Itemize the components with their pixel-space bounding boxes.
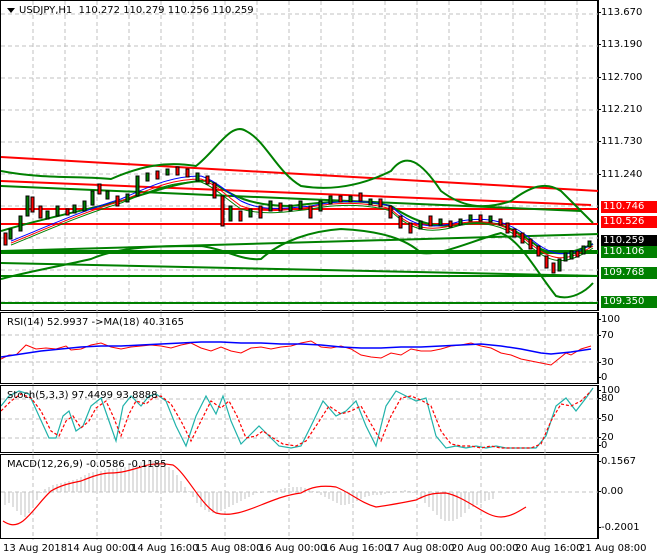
stoch-tick: 100 xyxy=(597,385,621,396)
rsi-legend: RSI(14) 52.9937 ->MA(18) 40.3165 xyxy=(7,317,184,328)
time-tick: 20 Aug 00:00 xyxy=(451,543,519,554)
rsi-tick: 70 xyxy=(598,330,614,341)
level-label-109768: 109.768 xyxy=(601,267,657,279)
stoch-tick: 80 xyxy=(598,393,614,404)
time-tick: 16 Aug 00:00 xyxy=(259,543,327,554)
price-tick: 113.190 xyxy=(597,39,643,50)
price-tick: 113.670 xyxy=(597,7,643,18)
rsi-tick: 0 xyxy=(597,372,608,383)
macd-canvas xyxy=(1,455,599,540)
candlesticks xyxy=(3,166,592,274)
chart-legend: USDJPY,H1 110.272 110.279 110.256 110.25… xyxy=(7,5,254,16)
time-tick: 14 Aug 16:00 xyxy=(131,543,199,554)
time-tick: 16 Aug 16:00 xyxy=(323,543,391,554)
time-tick: 17 Aug 08:00 xyxy=(387,543,455,554)
rsi-axis: 100 70 30 0 xyxy=(597,312,660,384)
stoch-pane[interactable]: Stoch(5,3,3) 97.4499 93.8888 xyxy=(0,385,599,454)
price-tick: 111.240 xyxy=(597,169,643,180)
price-tick: 112.700 xyxy=(597,72,643,83)
time-tick: 14 Aug 00:00 xyxy=(67,543,135,554)
time-tick: 20 Aug 16:00 xyxy=(515,543,583,554)
stoch-tick: 0 xyxy=(597,440,608,451)
level-label-110106: 110.106 xyxy=(601,246,657,258)
triangle-down-icon[interactable] xyxy=(7,7,15,13)
stoch-legend: Stoch(5,3,3) 97.4499 93.8888 xyxy=(7,390,158,401)
macd-axis: 0.1567 0.00 -0.2001 xyxy=(597,454,660,539)
macd-tick: -0.2001 xyxy=(598,522,640,533)
price-tick: 112.210 xyxy=(597,104,643,115)
time-tick: 21 Aug 08:00 xyxy=(579,543,647,554)
price-axis: 113.670 113.190 112.700 112.210 111.730 … xyxy=(597,0,660,311)
ohlc-values: 110.272 110.279 110.256 110.259 xyxy=(78,5,254,16)
macd-tick: 0.1567 xyxy=(598,456,636,467)
rsi-pane[interactable]: RSI(14) 52.9937 ->MA(18) 40.3165 xyxy=(0,312,599,385)
rsi-tick: 100 xyxy=(597,314,621,325)
macd-legend: MACD(12,26,9) -0.0586 -0.1185 xyxy=(7,459,167,470)
level-label-109350: 109.350 xyxy=(601,296,657,308)
time-axis: 13 Aug 2018 14 Aug 00:00 14 Aug 16:00 15… xyxy=(0,539,660,560)
time-tick: 15 Aug 08:00 xyxy=(195,543,263,554)
level-label-110526: 110.526 xyxy=(601,216,657,228)
macd-tick: 0.00 xyxy=(597,486,624,497)
price-chart-canvas xyxy=(1,1,599,312)
symbol-label: USDJPY,H1 xyxy=(19,5,73,16)
stoch-tick: 50 xyxy=(598,413,614,424)
price-tick: 111.730 xyxy=(597,136,643,147)
price-chart-pane[interactable]: USDJPY,H1 110.272 110.279 110.256 110.25… xyxy=(0,0,599,312)
current-price-label: 110.259 xyxy=(601,235,657,247)
stoch-tick: 20 xyxy=(598,432,614,443)
rsi-tick: 30 xyxy=(598,357,614,368)
stoch-axis: 100 80 50 20 0 xyxy=(597,385,660,453)
macd-pane[interactable]: MACD(12,26,9) -0.0586 -0.1185 xyxy=(0,454,599,540)
stoch-canvas xyxy=(1,386,599,454)
time-tick: 13 Aug 2018 xyxy=(3,543,68,554)
level-label-110746: 110.746 xyxy=(601,201,657,213)
rsi-canvas xyxy=(1,313,599,385)
